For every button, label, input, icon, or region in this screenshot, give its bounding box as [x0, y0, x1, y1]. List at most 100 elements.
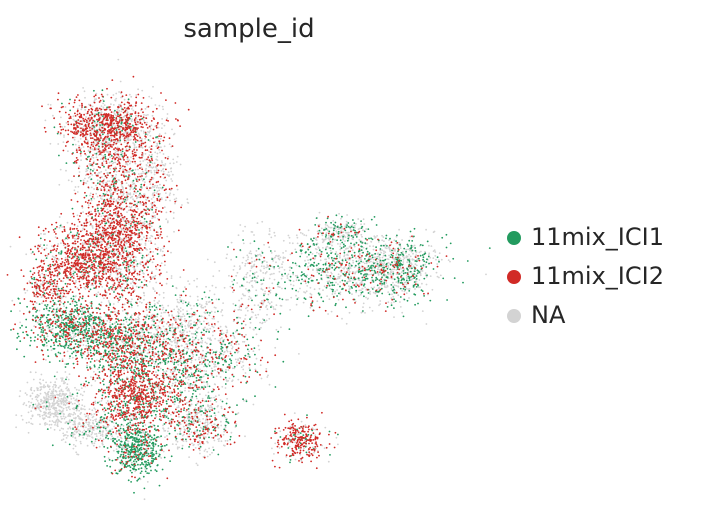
data-point: [95, 418, 98, 421]
data-point: [136, 130, 138, 132]
data-point: [114, 161, 117, 164]
data-point: [167, 174, 169, 177]
data-point: [292, 284, 295, 287]
data-point: [122, 124, 124, 127]
data-point: [131, 127, 134, 130]
data-point: [144, 158, 147, 161]
data-point: [329, 249, 332, 252]
data-point: [339, 245, 341, 248]
data-point: [162, 325, 165, 328]
data-point: [173, 403, 176, 406]
data-point: [289, 309, 291, 311]
data-point: [61, 333, 63, 335]
data-point: [230, 241, 233, 244]
data-point: [485, 273, 487, 276]
data-point: [126, 256, 129, 258]
data-point: [105, 150, 107, 153]
data-point: [123, 342, 125, 345]
data-point: [133, 182, 136, 185]
data-point: [185, 420, 188, 422]
data-point: [78, 423, 81, 425]
data-point: [145, 198, 148, 201]
data-point: [376, 235, 378, 237]
data-point: [123, 248, 125, 251]
data-point: [54, 409, 57, 412]
data-point: [326, 224, 329, 227]
data-point: [131, 218, 134, 221]
data-point: [184, 387, 187, 389]
data-point: [275, 328, 278, 331]
data-point: [161, 361, 164, 364]
data-point: [42, 417, 44, 420]
data-point: [119, 103, 122, 106]
data-point: [101, 233, 104, 235]
data-point: [45, 411, 47, 414]
data-point: [418, 279, 421, 281]
data-point: [291, 242, 294, 245]
data-point: [143, 114, 145, 116]
data-point: [205, 285, 208, 288]
data-point: [158, 133, 161, 136]
data-point: [136, 196, 139, 199]
data-point: [118, 267, 121, 270]
data-point: [39, 415, 41, 418]
data-point: [409, 255, 412, 258]
data-point: [211, 325, 214, 328]
data-point: [156, 315, 158, 318]
data-point: [206, 342, 208, 345]
data-point: [47, 386, 50, 388]
data-point: [170, 275, 173, 277]
data-point: [255, 250, 258, 252]
data-point: [73, 318, 76, 321]
data-point: [37, 413, 39, 416]
data-point: [74, 413, 77, 415]
data-point: [62, 382, 65, 384]
data-point: [415, 280, 418, 283]
data-point: [34, 403, 37, 406]
data-point: [29, 388, 32, 391]
data-point: [260, 283, 263, 286]
data-point: [288, 445, 291, 448]
data-point: [68, 400, 71, 403]
data-point: [268, 286, 271, 289]
data-point: [64, 296, 67, 298]
data-point: [151, 194, 154, 196]
data-point: [122, 282, 125, 285]
data-point: [193, 321, 196, 324]
data-point: [29, 371, 32, 374]
data-point: [144, 176, 147, 178]
data-point: [81, 434, 84, 437]
data-point: [315, 248, 318, 251]
data-point: [255, 289, 258, 292]
data-point: [143, 172, 146, 175]
data-point: [94, 408, 97, 411]
data-point: [309, 292, 312, 295]
data-point: [139, 301, 141, 303]
data-point: [106, 172, 109, 174]
data-point: [259, 253, 261, 256]
data-point: [64, 106, 67, 108]
data-point: [146, 285, 149, 288]
data-point: [95, 435, 98, 437]
data-point: [79, 307, 82, 310]
data-point: [28, 421, 30, 424]
data-point: [137, 208, 139, 210]
data-point: [212, 275, 215, 278]
data-point: [159, 248, 162, 251]
data-point: [92, 149, 95, 151]
data-point: [152, 360, 155, 363]
data-point: [130, 306, 133, 309]
data-point: [138, 417, 141, 419]
data-point: [26, 393, 28, 396]
data-point: [249, 250, 252, 253]
data-point: [132, 188, 135, 191]
data-point: [179, 296, 182, 299]
data-point: [405, 255, 408, 258]
data-point: [320, 271, 323, 274]
data-point: [238, 265, 241, 267]
data-point: [85, 116, 87, 118]
data-point: [103, 419, 105, 421]
data-point: [157, 246, 160, 249]
data-point: [370, 241, 373, 243]
data-point: [100, 356, 103, 358]
